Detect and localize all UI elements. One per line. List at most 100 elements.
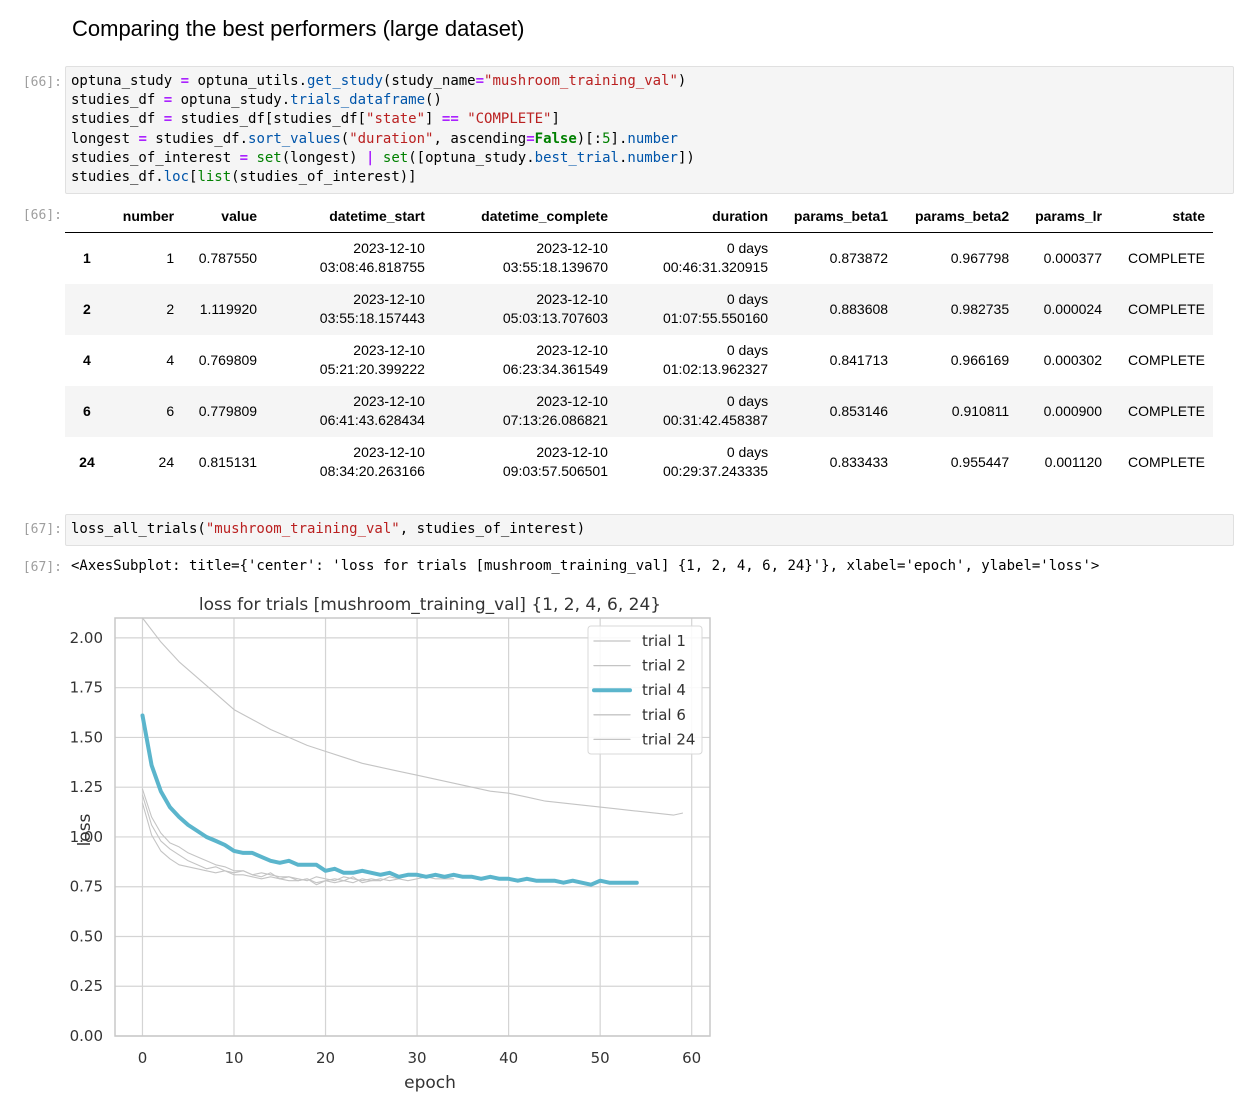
code-token: False [534, 130, 577, 147]
cell-66-code-editor[interactable]: optuna_study = optuna_utils.get_study(st… [65, 66, 1234, 194]
code-line: loss_all_trials("mushroom_training_val",… [71, 520, 1228, 539]
table-cell: 0.815131 [198, 454, 258, 470]
code-token: studies_of_interest [71, 149, 240, 166]
y-tick-label: 1.75 [70, 679, 103, 697]
table-cell-line: 08:34:20.263166 [319, 463, 425, 479]
table-cell-line: 01:07:55.550160 [662, 310, 769, 326]
table-cell-multiline: 2023-12-10 06:23:34.361549 [433, 335, 616, 386]
cell-66-input-prompt: [66]: [22, 75, 62, 90]
code-token: (study_name [382, 73, 476, 89]
table-cell: 0.000024 [1043, 301, 1103, 317]
code-token: | [366, 149, 375, 166]
code-token: studies_df[studies_df[ [172, 111, 367, 128]
code-line: studies_df.loc[list(studies_of_interest)… [71, 168, 1228, 187]
code-token: ]) [677, 149, 695, 166]
table-cell: 0.001120 [1044, 454, 1103, 470]
table-cell-multiline: 2023-12-10 09:03:57.506501 [433, 437, 616, 488]
code-token: = [138, 130, 147, 147]
code-token: = [163, 92, 173, 109]
code-token: (longest) [281, 149, 367, 166]
column-header: params_beta2 [896, 200, 1018, 233]
table-cell-multiline: 2023-12-10 03:55:18.139670 [433, 233, 616, 284]
table-cell: 0.967798 [950, 250, 1010, 267]
cell-67-code-editor[interactable]: loss_all_trials("mushroom_training_val",… [65, 514, 1234, 546]
table-cell: 0.787550 [198, 250, 258, 267]
code-token: = [180, 73, 190, 89]
series-line-trial-4 [140, 713, 639, 887]
code-token: () [425, 92, 442, 109]
legend-label: trial 4 [642, 681, 686, 699]
table-row: 24 24 0.815131 2023-12-10 08:34:20.263166 202… [65, 436, 1213, 488]
code-token: = [163, 111, 173, 128]
chart-title: loss for trials [mushroom_training_val] … [199, 595, 661, 615]
code-line: studies_df = studies_df[studies_df["stat… [71, 110, 1228, 129]
table-cell: 1 [166, 250, 175, 267]
x-tick-label: 40 [499, 1049, 518, 1067]
code-token: = [526, 130, 535, 147]
x-tick-label: 20 [316, 1049, 335, 1067]
column-header: duration [615, 200, 777, 233]
code-token [374, 150, 382, 166]
table-cell-multiline: 2023-12-10 06:41:43.628434 [265, 386, 433, 437]
table-cell: 0.000302 [1043, 352, 1103, 368]
table-row: 2 2 1.119920 2023-12-10 03:55:18.157443 2023-… [65, 283, 1213, 335]
table-cell: 0.955447 [950, 454, 1010, 470]
code-line: longest = studies_df.sort_values("durati… [71, 130, 1228, 149]
code-token: longest [71, 130, 139, 147]
x-tick-label: 30 [408, 1049, 427, 1067]
table-cell-line: 0 days [726, 240, 769, 257]
table-cell: 1.119920 [199, 301, 258, 317]
table-cell-line: 05:03:13.707603 [502, 310, 608, 326]
series-line-trial-6 [141, 802, 400, 886]
table-cell: COMPLETE [1127, 301, 1205, 317]
table-cell: 0.966169 [950, 352, 1010, 368]
code-token: ( [340, 130, 350, 147]
code-token: "COMPLETE" [467, 111, 552, 128]
column-header: datetime_start [265, 200, 433, 233]
code-token: "mushroom_training_val" [205, 521, 400, 537]
column-header: params_beta1 [776, 200, 897, 233]
table-cell-multiline: 2023-12-10 07:13:26.086821 [433, 386, 616, 437]
y-tick-label: 2.00 [70, 629, 103, 647]
row-index: 6 [83, 403, 91, 419]
code-token: [ [189, 169, 198, 186]
table-cell: COMPLETE [1127, 250, 1205, 267]
row-index: 2 [83, 301, 91, 317]
y-axis-label: loss [75, 813, 95, 846]
table-cell: 0.853146 [829, 403, 889, 419]
code-token: "mushroom_training_val" [484, 73, 678, 89]
table-cell-multiline: 0 days 01:07:55.550160 [616, 284, 776, 335]
chart-legend: trial 1 trial 2 trial 4 trial 6 trial 24 [587, 625, 703, 755]
code-token: ] [425, 111, 442, 128]
table-cell-line: 2023-12-10 [536, 342, 608, 358]
code-token: loss_all_trials( [71, 521, 206, 537]
table-cell: 0.841713 [829, 352, 889, 368]
code-token: number [627, 149, 678, 166]
series-line-trial-2 [141, 617, 684, 816]
code-token: studies_df. [71, 169, 164, 186]
column-header: state [1110, 200, 1213, 233]
table-cell: 0.000377 [1043, 250, 1103, 267]
cell-67-output-text: <AxesSubplot: title={'center': 'loss for… [71, 558, 1100, 574]
code-token: "state" [366, 111, 426, 128]
table-cell: COMPLETE [1127, 352, 1205, 368]
table-cell-line: 07:13:26.086821 [502, 412, 608, 428]
table-cell-line: 0 days [726, 393, 769, 409]
legend-label: trial 24 [642, 730, 695, 748]
code-line: optuna_study = optuna_utils.get_study(st… [71, 72, 1228, 91]
table-cell-line: 09:03:57.506501 [502, 463, 608, 479]
code-token: optuna_study. [172, 92, 291, 109]
code-token: )[: [576, 130, 603, 147]
y-tick-label: 0.00 [70, 1027, 103, 1045]
code-token: list [197, 169, 232, 186]
series-line-trial-1 [141, 794, 455, 882]
code-token: ]. [610, 130, 628, 147]
code-token: . [618, 149, 628, 166]
loss-chart: 0 10 20 30 40 50 60 0.00 0.25 0.50 0.75 1.00 1.25 1.5… [60, 588, 720, 1093]
code-token: optuna_study [71, 73, 181, 89]
table-cell-line: 00:46:31.320915 [662, 259, 769, 276]
table-cell: 24 [158, 454, 175, 470]
table-cell-line: 01:02:13.962327 [662, 361, 769, 377]
cell-67-output-prompt: [67]: [22, 560, 62, 575]
x-tick-label: 0 [138, 1049, 148, 1067]
